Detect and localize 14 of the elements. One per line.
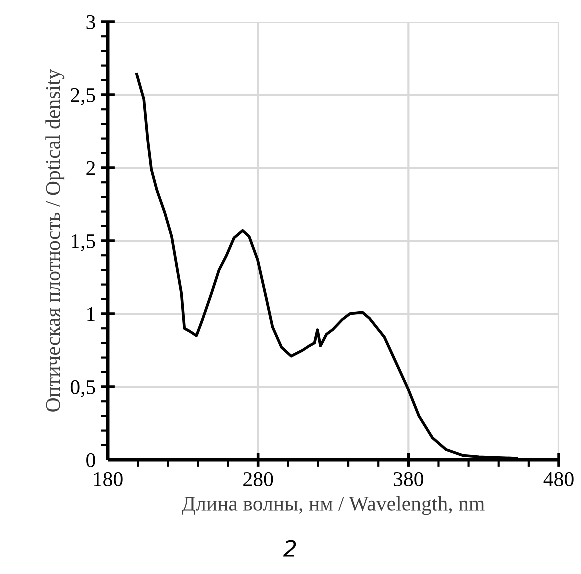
y-tick-label: 1 — [88, 307, 95, 322]
x-axis-title: Длина волны, нм / Wavelength, nm — [182, 496, 485, 516]
y-tick-label: 3 — [86, 15, 96, 30]
y-tick-label: 2,5 — [71, 88, 96, 106]
y-tick-label: 1,5 — [72, 234, 96, 252]
x-tick-label: 280 — [244, 472, 274, 486]
y-tick-label: 0,5 — [70, 380, 96, 398]
x-tick-label: 480 — [544, 472, 574, 486]
y-axis-title: Оптическая плотность / Optical density — [46, 69, 65, 412]
x-tick-label: 380 — [394, 472, 424, 486]
y-tick-label: 0 — [86, 453, 96, 468]
text: 2 — [284, 540, 296, 557]
y-tick-label: 2 — [86, 161, 96, 176]
x-tick-label: 180 — [94, 472, 123, 486]
